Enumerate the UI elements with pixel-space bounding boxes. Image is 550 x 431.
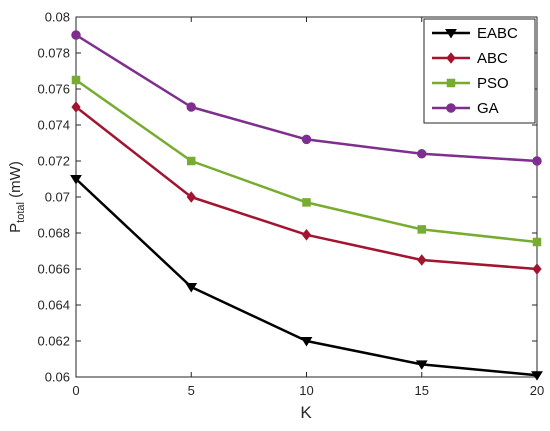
legend-label: GA	[477, 100, 499, 117]
data-point	[71, 101, 81, 113]
x-tick-label: 5	[188, 383, 195, 398]
data-point	[301, 134, 312, 145]
series-pso	[71, 75, 542, 247]
data-point	[187, 156, 196, 166]
legend-item-abc: ABC	[432, 50, 508, 67]
y-tick-label: 0.066	[37, 262, 70, 277]
y-tick: 0.068	[37, 226, 537, 241]
data-point	[185, 283, 198, 293]
x-tick-label: 10	[299, 383, 313, 398]
data-point	[415, 360, 428, 370]
y-tick: 0.07	[45, 190, 537, 205]
series-ga	[71, 30, 542, 166]
y-axis-label-main: P	[7, 223, 24, 233]
x-axis-ticks: 0 5 10 15 20	[72, 17, 544, 398]
series-abc	[71, 101, 542, 275]
data-point	[531, 371, 543, 381]
x-tick: 15	[415, 17, 429, 398]
y-tick-label: 0.074	[37, 118, 70, 133]
y-tick-label: 0.062	[37, 334, 70, 349]
y-tick: 0.08	[45, 10, 537, 25]
data-point	[300, 337, 313, 347]
series-layer	[70, 30, 543, 381]
legend-item-ga: GA	[432, 100, 499, 117]
x-tick: 0	[72, 17, 80, 398]
legend-label: EABC	[477, 25, 518, 42]
legend-item-eabc: EABC	[432, 25, 518, 42]
y-tick: 0.062	[37, 334, 537, 349]
legend-marker	[446, 52, 456, 64]
data-point	[71, 30, 81, 40]
svg-text:Ptotal (mW): Ptotal (mW)	[7, 161, 27, 233]
data-point	[71, 75, 81, 85]
x-tick: 10	[299, 17, 314, 398]
y-axis-label-unit: (mW)	[7, 161, 24, 202]
x-tick: 5	[188, 17, 195, 398]
data-point	[417, 225, 426, 234]
y-tick-label: 0.072	[37, 154, 70, 169]
series-eabc	[70, 175, 543, 381]
legend-marker	[445, 29, 457, 39]
x-tick-label: 0	[72, 383, 79, 398]
data-point	[186, 102, 196, 112]
data-point	[532, 237, 542, 247]
data-point	[532, 263, 542, 275]
y-axis-ticks: 0.06 0.062 0.064 0.066 0.068 0.07 0.072 0.074 0.…	[37, 10, 537, 385]
y-tick-label: 0.068	[37, 226, 70, 241]
y-tick-label: 0.08	[45, 10, 70, 25]
data-point	[301, 228, 312, 241]
legend-marker	[446, 78, 456, 88]
y-tick-label: 0.064	[37, 298, 70, 313]
data-point	[302, 198, 311, 207]
data-point	[186, 191, 196, 203]
legend-label: PSO	[477, 75, 509, 92]
legend-marker	[446, 103, 456, 113]
legend-item-pso: PSO	[432, 75, 509, 92]
y-tick-label: 0.07	[45, 190, 70, 205]
y-axis-label-subscript: total	[15, 202, 27, 223]
y-tick-label: 0.06	[45, 370, 70, 385]
y-tick: 0.064	[37, 298, 537, 313]
legend: EABC ABC PSO GA	[423, 18, 536, 124]
data-point	[532, 156, 542, 166]
y-tick-label: 0.078	[37, 46, 70, 61]
legend-box	[423, 18, 536, 124]
data-point	[417, 254, 427, 266]
x-axis-label: K	[300, 403, 312, 422]
legend-label: ABC	[477, 50, 508, 67]
y-tick: 0.074	[37, 118, 537, 133]
data-point	[417, 149, 427, 159]
x-tick-label: 20	[530, 383, 544, 398]
data-point	[70, 175, 82, 185]
y-tick-label: 0.076	[37, 82, 70, 97]
y-axis-label: Ptotal (mW)	[7, 161, 27, 233]
x-tick-label: 15	[415, 383, 429, 398]
